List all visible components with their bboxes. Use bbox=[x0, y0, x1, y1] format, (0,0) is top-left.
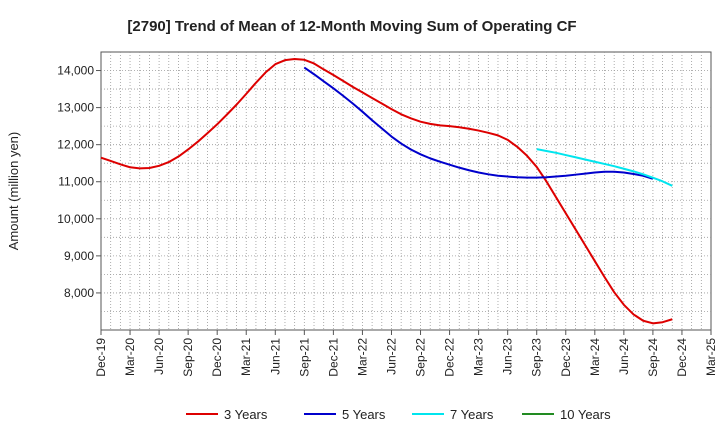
x-tick-label: Jun-24 bbox=[617, 338, 631, 375]
x-tick-label: Mar-22 bbox=[355, 338, 369, 376]
y-tick-label: 9,000 bbox=[64, 249, 94, 263]
x-tick-label: Jun-20 bbox=[152, 338, 166, 375]
y-tick-label: 11,000 bbox=[58, 175, 94, 189]
x-tick-label: Mar-20 bbox=[123, 338, 137, 376]
grid-lines bbox=[101, 52, 711, 330]
x-axis: Dec-19 Mar-20 Jun-20 Sep-20 Dec-20 Mar-21 Jun-… bbox=[94, 330, 718, 377]
legend-label: 10 Years bbox=[560, 407, 611, 422]
x-tick-label: Sep-20 bbox=[181, 338, 195, 377]
x-tick-label: Sep-21 bbox=[297, 338, 311, 377]
x-tick-label: Jun-22 bbox=[384, 338, 398, 375]
legend: 3 Years 5 Years 7 Years 10 Years bbox=[186, 407, 611, 422]
legend-label: 7 Years bbox=[450, 407, 494, 422]
x-tick-label: Mar-21 bbox=[239, 338, 253, 376]
y-tick-label: 13,000 bbox=[57, 101, 94, 115]
series-line-3-years bbox=[100, 58, 673, 325]
y-tick-label: 14,000 bbox=[57, 64, 94, 78]
x-tick-label: Mar-23 bbox=[472, 338, 486, 376]
legend-label: 3 Years bbox=[224, 407, 268, 422]
x-tick-label: Dec-22 bbox=[443, 338, 457, 377]
x-tick-label: Jun-21 bbox=[268, 338, 282, 375]
x-tick-label: Sep-22 bbox=[414, 338, 428, 377]
y-axis-label: Amount (million yen) bbox=[6, 132, 21, 251]
series-line-7-years bbox=[536, 148, 673, 187]
legend-label: 5 Years bbox=[342, 407, 386, 422]
plot-area bbox=[100, 51, 712, 331]
y-tick-label: 12,000 bbox=[57, 138, 94, 152]
x-tick-label: Dec-23 bbox=[559, 338, 573, 377]
x-tick-label: Mar-25 bbox=[704, 338, 718, 376]
x-tick-label: Sep-24 bbox=[646, 338, 660, 377]
series-lines bbox=[100, 58, 673, 325]
x-tick-label: Dec-20 bbox=[210, 338, 224, 377]
chart-title: [2790] Trend of Mean of 12-Month Moving … bbox=[127, 18, 576, 35]
x-tick-label: Dec-24 bbox=[675, 338, 689, 377]
x-tick-label: Mar-24 bbox=[588, 338, 602, 376]
x-tick-label: Jun-23 bbox=[501, 338, 515, 375]
y-tick-label: 8,000 bbox=[64, 286, 94, 300]
y-tick-label: 10,000 bbox=[57, 212, 94, 226]
x-tick-label: Dec-19 bbox=[94, 338, 108, 377]
y-axis: 8,000 9,000 10,000 11,000 12,000 13,000 14,000 bbox=[57, 64, 101, 300]
series-line-5-years bbox=[303, 66, 654, 180]
x-tick-label: Dec-21 bbox=[326, 338, 340, 377]
x-tick-label: Sep-23 bbox=[530, 338, 544, 377]
